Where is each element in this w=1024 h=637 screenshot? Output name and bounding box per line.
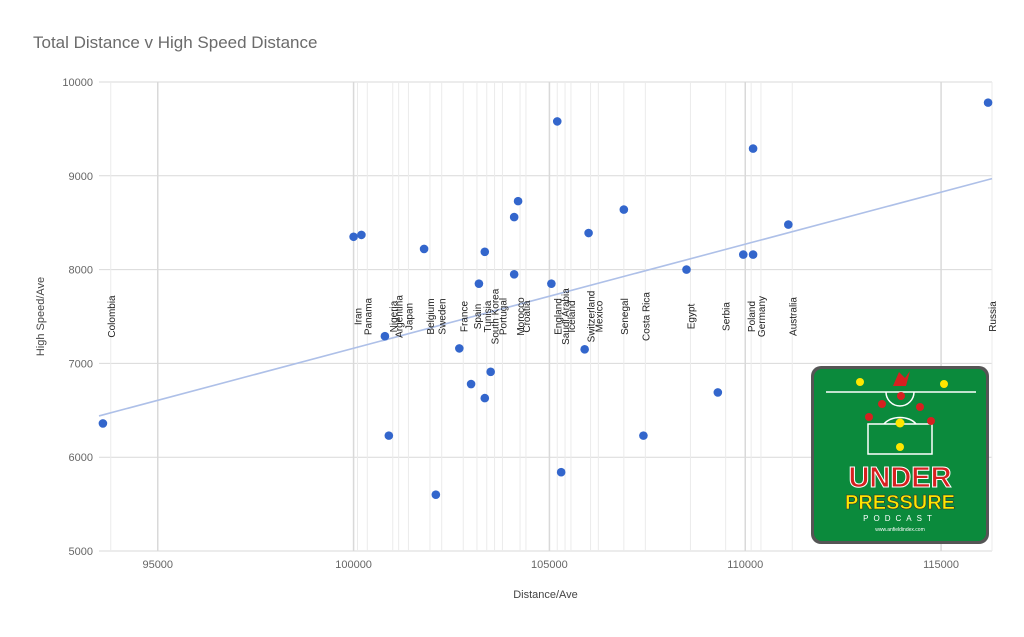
logo-background (814, 369, 986, 541)
team-label: Tunisia (483, 300, 494, 332)
x-tick-label: 95000 (142, 559, 173, 571)
team-label: Colombia (107, 295, 118, 338)
team-label: Japan (404, 303, 415, 330)
data-point (419, 244, 429, 254)
team-label: Serbia (722, 302, 733, 331)
team-label: Costa Rica (641, 292, 652, 341)
team-label: Saudi Arabia (561, 288, 572, 345)
data-point (98, 419, 108, 428)
team-label: Nigeria (389, 300, 400, 332)
chart-title: Total Distance v High Speed Distance (33, 33, 318, 52)
team-label: Panama (363, 297, 374, 335)
data-point (480, 247, 490, 257)
y-axis-label: High Speed/Ave (35, 277, 47, 356)
player-marker (878, 400, 886, 408)
data-point (547, 279, 556, 288)
data-point (639, 431, 648, 440)
data-point (556, 467, 566, 477)
player-marker (895, 418, 905, 428)
team-label: Iceland (567, 300, 578, 332)
x-tick-label: 105000 (531, 559, 568, 571)
data-point (580, 345, 589, 354)
x-axis-label: Distance/Ave (513, 589, 578, 601)
y-tick-label: 7000 (69, 358, 93, 370)
team-label: Switzerland (587, 291, 598, 343)
liverbird-icon (893, 371, 910, 386)
x-tick-label: 110000 (727, 559, 763, 571)
player-marker (896, 443, 904, 451)
data-point (748, 250, 758, 259)
data-point (384, 431, 394, 440)
team-label: Senegal (620, 298, 631, 335)
player-marker (865, 413, 873, 421)
team-label: France (459, 301, 470, 333)
y-tick-label: 9000 (69, 171, 93, 183)
data-point (509, 212, 519, 222)
team-label: Poland (747, 301, 758, 332)
team-label: Russia (988, 301, 999, 332)
y-tick-label: 6000 (69, 452, 93, 464)
team-label: Croatia (522, 300, 533, 333)
team-label: Sweden (438, 298, 449, 334)
data-point (784, 220, 793, 229)
data-point (983, 98, 993, 107)
data-point (509, 269, 519, 279)
team-label: Mexico (594, 300, 605, 332)
player-marker (897, 392, 905, 400)
team-label: Australia (788, 297, 799, 336)
data-point (619, 205, 629, 214)
data-point (748, 144, 758, 153)
data-point (486, 367, 495, 377)
logo-text-podcast: PODCAST (863, 514, 937, 523)
team-label: Germany (757, 296, 768, 337)
data-point (466, 379, 476, 389)
trendline (98, 177, 993, 417)
data-point (380, 331, 390, 341)
x-tick-label: 115000 (923, 559, 959, 571)
data-point (474, 279, 484, 288)
team-label: Iran (354, 308, 365, 325)
y-tick-label: 10000 (62, 77, 93, 89)
data-point (455, 344, 464, 353)
team-label: Argentina (395, 295, 406, 338)
logo-url: www.anfieldindex.com (875, 527, 924, 533)
data-point (480, 393, 490, 403)
pitch-centre-circle (885, 391, 915, 407)
data-point (738, 250, 748, 259)
data-point (349, 232, 358, 242)
data-point (552, 117, 562, 126)
data-point (682, 265, 691, 274)
player-marker (940, 380, 948, 388)
team-label: England (553, 298, 564, 335)
y-tick-label: 5000 (69, 546, 93, 558)
team-label: Morocco (516, 297, 527, 336)
data-point (584, 228, 593, 238)
player-marker (916, 403, 924, 411)
data-point (713, 388, 723, 397)
logo-text-pressure: PRESSURE (845, 492, 955, 514)
data-point (431, 490, 441, 500)
data-point (357, 230, 366, 240)
team-label: South Korea (491, 288, 502, 344)
team-label: Portugal (498, 298, 509, 335)
logo-text-under: UNDER (848, 462, 951, 494)
y-tick-label: 8000 (69, 265, 93, 277)
team-label: Spain (473, 304, 484, 330)
player-marker (927, 417, 935, 425)
pitch-penalty-arc (883, 416, 917, 425)
team-label: Egypt (686, 303, 697, 329)
team-label: Belgium (426, 298, 437, 334)
x-tick-label: 100000 (335, 559, 372, 571)
data-point (513, 196, 523, 206)
player-marker (856, 378, 864, 386)
